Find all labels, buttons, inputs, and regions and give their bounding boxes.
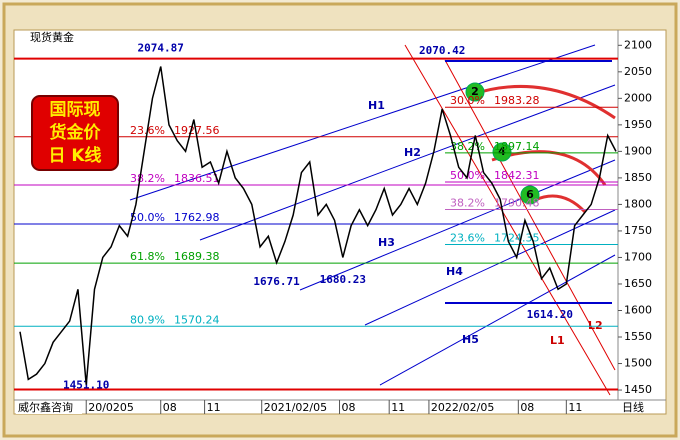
y-tick-label: 2050 xyxy=(624,65,652,78)
source: 威尔鑫咨询 xyxy=(18,400,73,414)
y-tick-label: 1650 xyxy=(624,277,652,290)
channel-label: L1 xyxy=(550,334,565,347)
badge-box xyxy=(31,95,119,171)
x-tick-label: 2021/02/05 xyxy=(264,401,327,414)
channel-label: H4 xyxy=(446,265,463,278)
fib-price: 1836.51 xyxy=(174,172,220,185)
y-tick-label: 1800 xyxy=(624,197,652,210)
badge-text: 国际现 xyxy=(50,100,101,120)
y-tick-label: 2000 xyxy=(624,91,652,104)
fib-price: 1762.98 xyxy=(174,211,220,224)
fib-price: 1842.31 xyxy=(494,169,540,182)
marker-label: 2 xyxy=(471,85,479,98)
channel-label: H2 xyxy=(404,146,421,159)
marker-circle xyxy=(492,142,512,162)
fib-price: 1927.56 xyxy=(174,124,220,137)
channel-line xyxy=(444,59,616,371)
channel-line xyxy=(129,44,596,201)
arc xyxy=(469,85,616,120)
badge-text: 货金价 xyxy=(50,122,102,143)
x-tick-label: 08 xyxy=(342,401,356,414)
x-tick-label: 20/0205 xyxy=(88,401,134,414)
marker-circle xyxy=(520,185,540,205)
fib-price: 1983.28 xyxy=(494,94,540,107)
channel-labels: H1 H2 H3 H4 H5 L1 L2 xyxy=(368,99,603,347)
x-tick-label: 08 xyxy=(520,401,534,414)
x-tick-label: 08 xyxy=(163,401,177,414)
source-box xyxy=(16,401,82,414)
fib-price: 1897.14 xyxy=(494,140,540,153)
y-tick-label: 1450 xyxy=(624,383,652,396)
markers: 2 4 6 xyxy=(465,82,540,205)
fib-pct: 38.2% xyxy=(450,196,485,209)
channel-line xyxy=(404,44,611,396)
fib-pct: 80.9% xyxy=(130,313,165,326)
channel-label: L2 xyxy=(588,319,603,332)
marker-circle xyxy=(465,82,485,102)
y-tick-label: 1550 xyxy=(624,330,652,343)
fib-pct: 61.8% xyxy=(130,250,165,263)
y-tick-label: 1950 xyxy=(624,118,652,131)
x-tick-label: 2022/02/05 xyxy=(431,401,494,414)
level-label: 1680.23 xyxy=(320,273,366,286)
fib-pct: 38.2% xyxy=(130,172,165,185)
y-tick-label: 1850 xyxy=(624,171,652,184)
channel-line xyxy=(379,254,616,386)
period: 日线 xyxy=(622,400,644,414)
level-label: 1676.71 xyxy=(253,275,300,288)
channel-label: H5 xyxy=(462,333,479,346)
badge: 国际现 货金价 日 K线 xyxy=(31,95,119,171)
level-label: 2074.87 xyxy=(138,42,184,55)
fib-pct: 23.6% xyxy=(450,232,485,245)
y-tick-label: 2100 xyxy=(624,38,652,51)
level-label: 1451.10 xyxy=(63,378,109,391)
channel-label: H3 xyxy=(378,236,395,249)
channel-line xyxy=(199,84,616,241)
fib-pct: 38.2% xyxy=(450,140,485,153)
fib-price: 1689.38 xyxy=(174,250,220,263)
fib-pct: 50.0% xyxy=(130,211,165,224)
channel-lines xyxy=(129,44,616,396)
y-tick-label: 1700 xyxy=(624,250,652,263)
series-name: 现货黄金 xyxy=(30,30,74,44)
arc xyxy=(534,194,587,214)
marker-label: 4 xyxy=(498,145,506,158)
plot: 1450 1500 1550 1600 1650 1700 1750 1800 1850 1900… xyxy=(14,38,652,414)
fib-price: 1724.35 xyxy=(494,232,540,245)
y-tick-label: 1750 xyxy=(624,224,652,237)
x-tick-label: 11 xyxy=(568,401,582,414)
fib-price: 1790.48 xyxy=(494,196,540,209)
channel-line xyxy=(364,209,616,326)
level-label: 2070.42 xyxy=(419,44,465,57)
badge-text: 日 K线 xyxy=(48,145,101,166)
x-tick-label: 11 xyxy=(391,401,405,414)
fib-pct: 30.0% xyxy=(450,94,485,107)
y-tick-label: 1600 xyxy=(624,303,652,316)
fib-price: 1570.24 xyxy=(174,313,220,326)
x-tick-label: 11 xyxy=(207,401,221,414)
channel-label: H1 xyxy=(368,99,385,112)
level-label: 1614.20 xyxy=(527,308,573,321)
marker-label: 6 xyxy=(526,188,534,201)
price-line xyxy=(19,66,617,385)
y-tick-label: 1900 xyxy=(624,144,652,157)
y-tick-label: 1500 xyxy=(624,357,652,370)
chart-panel xyxy=(13,29,667,415)
